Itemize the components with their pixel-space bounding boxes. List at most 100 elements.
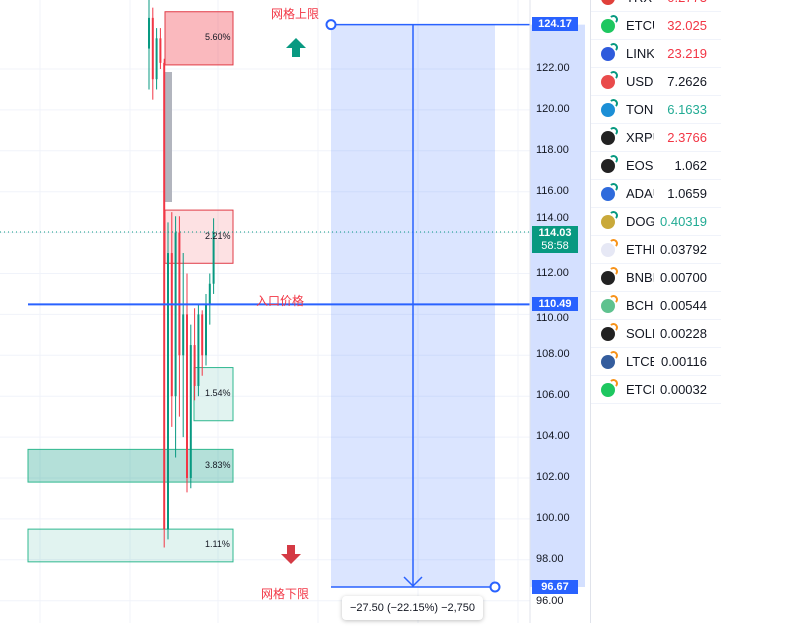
symbol: XRPUSDT (626, 130, 654, 145)
entry-price-label: 入口价格 (256, 294, 305, 308)
price: 7.2626 (667, 74, 707, 89)
symbol: TONUSDT (626, 102, 654, 117)
price-tick: 112.00 (536, 266, 569, 279)
signal-icon (609, 211, 618, 220)
symbol: ETCUSDT (626, 18, 654, 33)
price: 0.00544 (660, 298, 707, 313)
price: 6.1633 (667, 102, 707, 117)
symbol: EOSUSDT (626, 158, 654, 173)
price-tick: 104.00 (536, 430, 570, 443)
price-tick: 106.00 (536, 389, 570, 402)
grid-zone (27, 448, 234, 483)
price-tick: 122.00 (536, 62, 570, 74)
grid-upper-label: 网格上限 (271, 7, 320, 21)
drag-handle[interactable] (489, 581, 501, 593)
symbol: ETCBTC (626, 382, 654, 397)
signal-icon (609, 43, 618, 52)
price-tick: 100.00 (536, 511, 570, 524)
signal-icon (609, 15, 618, 24)
candle-body (155, 38, 158, 80)
zone-percent: 5.60% (205, 32, 231, 43)
price: 0.00116 (660, 354, 707, 369)
candle-body (178, 232, 181, 356)
watchlist-row[interactable]: DOGEUSDT 0.40319 (591, 208, 721, 236)
grid-upper-price-tag: 124.17 (532, 17, 578, 31)
symbol: BNBBTC (626, 270, 654, 285)
signal-icon (609, 71, 618, 80)
watchlist-row[interactable]: BNBBTC 0.00700 (591, 264, 721, 292)
up-arrow-icon (286, 38, 306, 57)
price-tick: 102.00 (536, 471, 570, 483)
watchlist-row[interactable]: EOSUSDT 1.062 (591, 152, 721, 180)
grid-zone (27, 528, 234, 563)
current-price-tag: 114.03 (532, 226, 578, 240)
price: 1.062 (674, 158, 707, 173)
countdown-tag: 58:58 (532, 239, 578, 253)
watchlist-row[interactable]: ADAUSDT 1.0659 (591, 180, 721, 208)
arrow-down-icon (403, 576, 423, 588)
candle-body (186, 314, 188, 478)
grid-lower-price-tag: 96.67 (532, 580, 578, 594)
symbol: ETHBTC (626, 242, 654, 257)
drag-handle[interactable] (325, 19, 337, 31)
candle-body (174, 232, 177, 397)
price-tick: 108.00 (536, 348, 570, 361)
symbol: LINKUSDT (626, 46, 654, 61)
symbol: DOGEUSDT (626, 214, 654, 229)
symbol: ADAUSDT (626, 186, 654, 201)
candle-body (208, 283, 211, 305)
price: 23.219 (667, 46, 707, 61)
volume-bar (164, 72, 172, 202)
price-tick: 120.00 (536, 102, 570, 115)
candle-body (167, 253, 169, 530)
candle-body (193, 345, 196, 386)
candle-body (151, 17, 154, 80)
zone-percent: 1.11% (205, 539, 230, 550)
price-tick: 116.00 (536, 184, 569, 197)
signal-icon (609, 99, 618, 108)
candle-body (182, 314, 185, 356)
price: 0.00700 (660, 270, 707, 285)
price: 0.00032 (660, 382, 707, 397)
chart-canvas[interactable] (0, 0, 590, 623)
price-chart[interactable]: 网格上限 入口价格 网格下限 −27.50 (−22.15%) −2,750 1… (0, 0, 590, 623)
zone-percent: 3.83% (205, 459, 231, 470)
watchlist-row[interactable]: BCHBTC 0.00544 (591, 292, 721, 320)
signal-icon (609, 127, 618, 136)
price: 0.03792 (660, 242, 707, 257)
candle-body (159, 38, 162, 63)
candle-body (197, 314, 200, 386)
candle-body (170, 253, 173, 397)
watchlist-row[interactable]: SOLBTC 0.00228 (591, 320, 721, 348)
watchlist-row[interactable]: TONUSDT 6.1633 (591, 96, 721, 124)
watchlist-row[interactable]: ETCBTC 0.00032 (591, 376, 721, 404)
signal-icon (609, 267, 618, 276)
watchlist-row[interactable]: LINKUSDT 23.219 (591, 40, 721, 68)
signal-icon (609, 351, 618, 360)
signal-icon (609, 379, 618, 388)
symbol: BCHBTC (626, 298, 654, 313)
candle-body (163, 62, 166, 530)
watchlist-row[interactable]: ETHBTC 0.03792 (591, 236, 721, 264)
watchlist: TRX 0.2773 ETCUSDT 32.025 LINKUSDT 23.219 USDC… (590, 0, 721, 623)
watchlist-row[interactable]: ETCUSDT 32.025 (591, 12, 721, 40)
watchlist-row[interactable]: LTCBTC 0.00116 (591, 348, 721, 376)
price: 1.0659 (667, 186, 707, 201)
signal-icon (609, 155, 618, 164)
watchlist-row[interactable]: XRPUSDT 2.3766 (591, 124, 721, 152)
signal-icon (609, 323, 618, 332)
price: 0.40319 (660, 214, 707, 229)
grid-zone (193, 367, 234, 422)
measure-tooltip: −27.50 (−22.15%) −2,750 (342, 596, 483, 620)
candle-body (148, 17, 150, 49)
watchlist-row[interactable]: USDCNY 7.2626 (591, 68, 721, 96)
zone-percent: 1.54% (205, 388, 231, 399)
price-tick: 118.00 (536, 143, 569, 156)
watchlist-row[interactable]: TRX 0.2773 (591, 0, 721, 12)
price: 0.00228 (660, 326, 707, 341)
price-tick: 96.00 (536, 595, 564, 607)
entry-price-tag: 110.49 (532, 297, 578, 311)
price: 32.025 (667, 18, 707, 33)
price-tick: 114.00 (536, 212, 569, 224)
grid-zone (164, 11, 234, 66)
